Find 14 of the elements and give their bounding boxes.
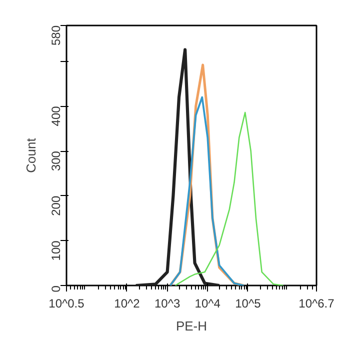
y-tick-label: 400 [49, 106, 63, 126]
y-tick-label: 580 [49, 25, 63, 46]
x-axis-title: PE-H [176, 318, 208, 334]
x-tick-label: 10^4 [194, 296, 221, 310]
x-tick-label: 10^2 [114, 296, 140, 310]
x-tick-label: 10^5 [235, 296, 262, 310]
y-axis-title: Count [24, 138, 38, 173]
x-tick-label: 10^0.5 [48, 296, 85, 310]
y-tick-label: 0 [49, 285, 63, 292]
x-tick-label: 10^3 [154, 296, 180, 310]
y-tick-label: 100 [49, 240, 63, 261]
x-tick-label: 10^6.7 [298, 296, 335, 310]
y-tick-label: 300 [49, 150, 63, 172]
y-tick-label: 200 [49, 196, 63, 216]
